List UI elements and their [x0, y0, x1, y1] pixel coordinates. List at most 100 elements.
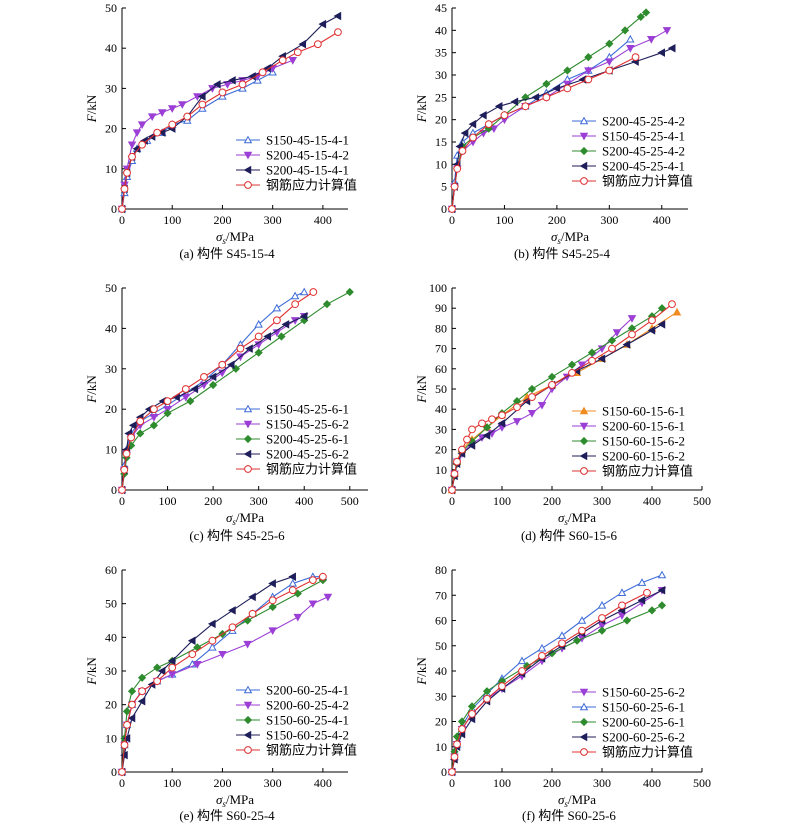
data-point — [293, 48, 302, 57]
y-tick-label: 20 — [435, 715, 447, 729]
legend-label: S200-60-15-6-2 — [602, 449, 685, 464]
x-axis-label: σs/MPa — [558, 792, 596, 809]
legend-marker — [580, 748, 588, 756]
data-point — [248, 592, 256, 602]
data-point — [458, 147, 467, 155]
data-point — [518, 667, 526, 675]
data-point — [127, 687, 137, 696]
legend-marker — [243, 135, 253, 144]
data-point — [657, 601, 667, 610]
x-tick-label: 300 — [593, 494, 611, 508]
data-point — [118, 768, 126, 776]
data-point — [181, 393, 191, 402]
y-tick-label: 50 — [435, 382, 447, 396]
x-tick-label: 100 — [493, 494, 511, 508]
legend-marker — [243, 165, 252, 175]
data-point — [123, 168, 131, 177]
y-tick-label: 90 — [435, 301, 447, 315]
x-tick-label: 500 — [693, 494, 711, 508]
data-point — [467, 441, 476, 450]
data-point — [453, 457, 461, 466]
data-point — [468, 425, 476, 434]
data-point — [605, 39, 614, 48]
data-point — [584, 53, 593, 62]
data-point — [298, 39, 307, 49]
data-point — [657, 48, 665, 57]
y-tick-label: 15 — [435, 135, 447, 149]
data-point — [458, 725, 466, 733]
data-point — [469, 133, 477, 142]
data-point — [218, 650, 227, 659]
data-point — [450, 182, 459, 191]
legend: S150-45-25-6-1S150-45-25-6-2S200-45-25-6… — [236, 402, 357, 477]
data-point — [168, 663, 177, 672]
data-point — [558, 639, 566, 648]
data-point — [149, 421, 158, 430]
data-point — [512, 418, 522, 426]
data-point — [463, 435, 471, 444]
data-point — [458, 445, 466, 454]
x-tick-label: 500 — [693, 776, 711, 790]
data-point — [460, 128, 469, 138]
data-point — [268, 579, 276, 588]
panel-caption: (c) 构件 S45-25-6 — [189, 528, 285, 543]
y-tick-label: 20 — [435, 443, 447, 457]
data-point — [479, 129, 488, 138]
data-point — [482, 431, 491, 440]
series-line — [121, 576, 293, 773]
legend-label: S150-60-25-4-2 — [266, 728, 349, 743]
data-point — [137, 121, 147, 130]
data-point — [648, 316, 656, 325]
data-point — [643, 588, 651, 597]
data-point — [548, 381, 556, 389]
data-point — [322, 300, 332, 309]
data-point — [598, 614, 606, 622]
y-tick-label: 40 — [435, 664, 447, 678]
data-point — [254, 332, 263, 341]
data-point — [647, 36, 656, 44]
data-point — [188, 650, 197, 659]
data-point — [153, 128, 162, 137]
data-point — [236, 344, 245, 353]
data-point — [450, 752, 459, 761]
data-point — [120, 465, 129, 474]
y-tick-label: 30 — [435, 422, 447, 436]
data-point — [657, 585, 666, 595]
x-tick-label: 200 — [213, 776, 231, 790]
legend-marker — [243, 434, 253, 444]
y-tick-label: 0 — [111, 765, 117, 779]
data-point — [226, 360, 235, 370]
data-point — [278, 56, 287, 65]
data-point — [538, 651, 546, 660]
legend-label: S200-45-25-6-2 — [266, 447, 349, 462]
y-tick-label: 10 — [435, 463, 447, 477]
x-tick-label: 400 — [295, 494, 313, 508]
panel-caption: (a) 构件 S45-15-4 — [179, 246, 275, 261]
x-tick-label: 0 — [119, 213, 125, 227]
legend: S150-45-15-4-1S200-45-15-4-2S200-45-15-4… — [236, 133, 357, 193]
y-tick-label: 80 — [435, 563, 447, 577]
data-point — [620, 26, 630, 35]
data-point — [123, 720, 131, 729]
legend-label: S150-60-25-4-1 — [266, 713, 349, 728]
x-axis-label: σs/MPa — [216, 792, 254, 809]
x-tick-label: 200 — [543, 776, 561, 790]
y-tick-label: 100 — [429, 281, 447, 295]
data-point — [612, 329, 622, 337]
legend-marker — [243, 449, 252, 459]
legend-label: S150-45-25-6-2 — [266, 417, 349, 432]
legend-marker — [579, 146, 589, 156]
x-tick-label: 0 — [119, 776, 125, 790]
data-point — [498, 682, 506, 691]
data-point — [157, 109, 167, 117]
legend-label: S200-60-15-6-1 — [602, 419, 685, 434]
data-point — [254, 319, 263, 328]
data-point — [268, 596, 277, 605]
data-point — [167, 671, 177, 679]
legend-label: S150-45-25-4-1 — [602, 129, 685, 144]
y-tick-label: 50 — [105, 1, 117, 15]
data-point — [288, 57, 298, 65]
y-tick-label: 30 — [105, 362, 117, 376]
legend-label: S200-45-25-4-2 — [602, 114, 685, 129]
data-point — [513, 403, 521, 412]
